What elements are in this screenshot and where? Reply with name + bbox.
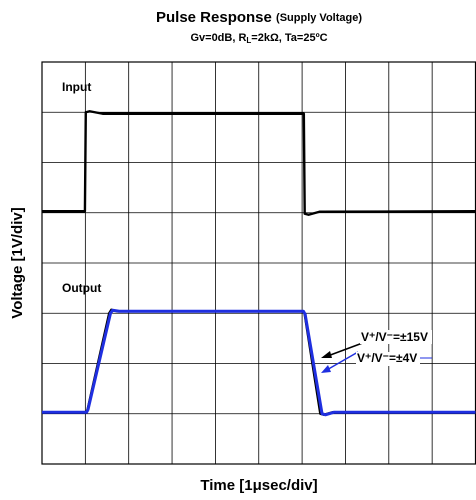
x-axis-label: Time [1μsec/div] bbox=[200, 477, 317, 494]
grid bbox=[41, 61, 476, 465]
arrow bbox=[324, 351, 359, 372]
subtitle-part: =2kΩ, Ta=25ºC bbox=[251, 32, 327, 44]
label-bg bbox=[356, 352, 420, 366]
y-axis-label: Voltage [1V/div] bbox=[9, 207, 26, 318]
legend-label: V⁺/V⁻=±15V bbox=[361, 330, 428, 344]
trace bbox=[42, 308, 476, 417]
subtitle-sub: L bbox=[246, 36, 251, 45]
trace bbox=[42, 110, 476, 216]
legend-label: V⁺/V⁻=±4V bbox=[357, 351, 417, 365]
input-label: Input bbox=[62, 80, 91, 94]
title-main: Pulse Response bbox=[156, 9, 272, 26]
arrowhead bbox=[321, 351, 332, 358]
title-note: (Supply Voltage) bbox=[276, 12, 362, 24]
traces bbox=[42, 110, 476, 417]
label-bg bbox=[360, 330, 432, 344]
subtitle-part: Gv=0dB, R bbox=[190, 32, 246, 44]
output-label: Output bbox=[62, 281, 101, 295]
chart-title: Pulse Response (Supply Voltage) bbox=[156, 9, 362, 26]
arrowhead bbox=[321, 365, 331, 373]
chart-subtitle: Gv=0dB, RL=2kΩ, Ta=25ºC bbox=[190, 32, 327, 45]
